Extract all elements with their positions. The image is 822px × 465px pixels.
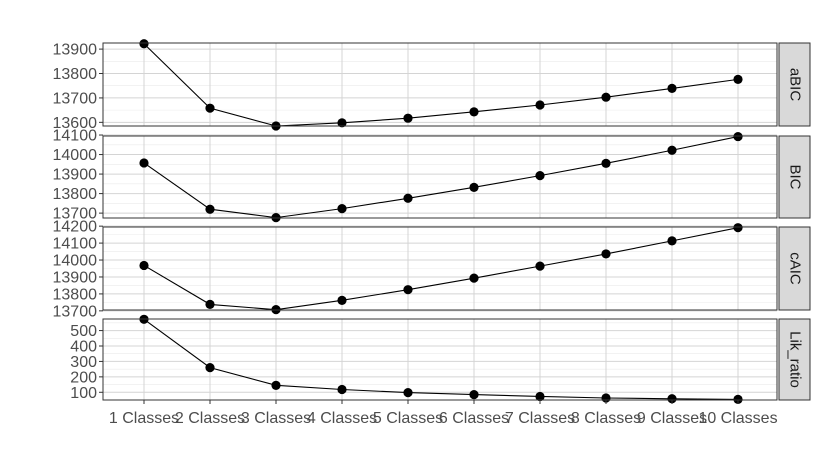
- data-point: [601, 158, 611, 168]
- y-tick-label: 14200: [53, 219, 98, 236]
- data-point: [337, 384, 347, 395]
- panel-background: [103, 136, 777, 218]
- data-point: [733, 223, 743, 233]
- y-tick-label: 13600: [53, 115, 98, 132]
- series-line-BIC: [143, 136, 739, 219]
- facet-strip: [778, 42, 811, 127]
- y-tick-label: 500: [70, 323, 97, 340]
- data-point: [469, 182, 479, 192]
- series-line-cAIC: [143, 227, 739, 311]
- x-tick-label: 3 Classes: [241, 410, 311, 427]
- data-point: [667, 83, 677, 94]
- y-tick-label: 14100: [53, 236, 98, 253]
- data-point: [403, 387, 413, 398]
- data-point: [601, 92, 611, 102]
- facet-strip-label: aBIC: [787, 68, 804, 102]
- series-line-aBIC: [143, 43, 739, 127]
- facet-strip: [778, 135, 811, 219]
- x-tick-label: 2 Classes: [175, 410, 245, 427]
- series-line-Lik_ratio: [143, 318, 739, 400]
- data-point: [469, 107, 479, 117]
- panel-border: [102, 226, 778, 311]
- data-point: [337, 295, 347, 305]
- data-point: [271, 380, 281, 390]
- data-point: [337, 118, 347, 128]
- data-point: [139, 260, 149, 271]
- x-tick-label: 4 Classes: [307, 410, 377, 427]
- y-tick-label: 13700: [53, 90, 98, 107]
- y-tick-label: 300: [70, 354, 97, 371]
- panel-background: [103, 43, 777, 126]
- x-tick-label: 9 Classes: [637, 410, 707, 427]
- x-tick-label: 5 Classes: [373, 410, 443, 427]
- data-point: [469, 273, 479, 283]
- data-point: [601, 249, 611, 259]
- y-tick-label: 13800: [53, 186, 98, 203]
- panel-background: [103, 319, 777, 400]
- panel-aBIC: 13600 13700 13800 13900 aBIC: [53, 39, 811, 132]
- y-tick-label: 13900: [53, 167, 98, 184]
- data-point: [535, 100, 545, 110]
- facet-strip-label: BIC: [787, 164, 804, 189]
- panel-border: [102, 42, 778, 127]
- data-point: [337, 204, 347, 214]
- data-point: [205, 363, 215, 373]
- data-point: [535, 171, 545, 181]
- data-point: [205, 299, 215, 310]
- data-point: [205, 204, 215, 214]
- data-point: [139, 39, 149, 49]
- data-point: [733, 74, 743, 84]
- y-tick-label: 13700: [53, 206, 98, 223]
- y-tick-label: 100: [70, 385, 97, 402]
- data-point: [535, 391, 545, 402]
- data-point: [403, 113, 413, 123]
- data-point: [535, 261, 545, 271]
- x-tick-label: 6 Classes: [439, 410, 509, 427]
- x-tick-label: 8 Classes: [571, 410, 641, 427]
- y-tick-label: 13700: [53, 303, 98, 320]
- y-tick-label: 13800: [53, 66, 98, 83]
- y-tick-label: 400: [70, 339, 97, 356]
- y-tick-label: 14100: [53, 128, 98, 145]
- x-tick-label: 7 Classes: [505, 410, 575, 427]
- data-point: [469, 390, 479, 400]
- panel-BIC: 13700 13800 13900 14000 14100 BIC: [53, 128, 811, 223]
- facet-strip: [778, 318, 811, 401]
- x-tick-label: 10 Classes: [698, 410, 777, 427]
- y-tick-label: 14000: [53, 253, 98, 270]
- data-point: [667, 394, 677, 404]
- data-point: [733, 131, 743, 142]
- data-point: [139, 158, 149, 168]
- data-point: [667, 236, 677, 246]
- panel-border: [102, 135, 778, 219]
- y-tick-label: 13900: [53, 42, 98, 59]
- y-tick-label: 200: [70, 369, 97, 386]
- facet-strip-label: cAIC: [787, 252, 804, 285]
- panel-border: [102, 318, 778, 401]
- y-tick-label: 13800: [53, 286, 98, 303]
- data-point: [667, 145, 677, 155]
- data-point: [403, 285, 413, 295]
- data-point: [733, 394, 743, 404]
- data-point: [205, 103, 215, 113]
- facet-strip-label: Lik_ratio: [787, 331, 804, 388]
- x-tick-label: 1 Classes: [109, 410, 179, 427]
- facet-strip: [778, 226, 811, 311]
- y-tick-label: 14000: [53, 147, 98, 164]
- y-tick-label: 13900: [53, 269, 98, 286]
- data-point: [403, 193, 413, 203]
